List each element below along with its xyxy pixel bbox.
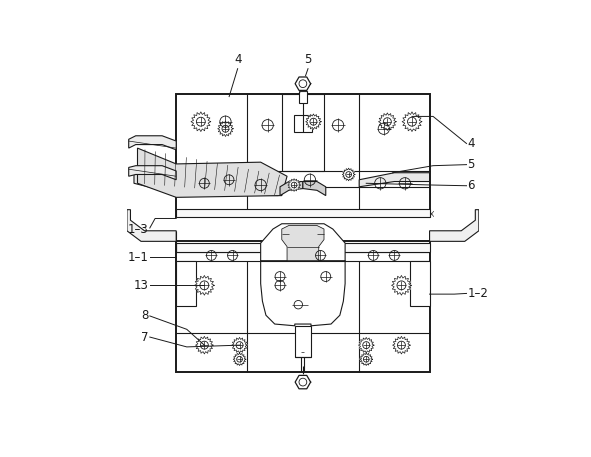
- Text: 1–2: 1–2: [467, 287, 488, 300]
- Bar: [282, 94, 324, 171]
- Text: 1–1: 1–1: [128, 251, 149, 264]
- Polygon shape: [217, 121, 233, 137]
- Polygon shape: [233, 353, 246, 366]
- Polygon shape: [359, 173, 430, 187]
- Text: 4: 4: [234, 53, 242, 66]
- Polygon shape: [232, 337, 247, 353]
- Polygon shape: [261, 224, 345, 260]
- Text: 6: 6: [467, 179, 475, 192]
- Polygon shape: [342, 168, 355, 181]
- Polygon shape: [288, 179, 300, 191]
- Bar: [295, 326, 311, 357]
- Polygon shape: [138, 148, 287, 197]
- Polygon shape: [379, 113, 396, 131]
- Text: 7: 7: [141, 330, 149, 344]
- Polygon shape: [282, 225, 324, 260]
- Polygon shape: [280, 181, 303, 196]
- Polygon shape: [295, 77, 311, 90]
- Polygon shape: [392, 336, 410, 354]
- Bar: [298, 91, 307, 103]
- Polygon shape: [430, 210, 479, 241]
- Circle shape: [299, 80, 307, 88]
- Polygon shape: [392, 276, 411, 295]
- Bar: [176, 243, 430, 252]
- Bar: [410, 260, 430, 307]
- Bar: [176, 241, 430, 372]
- Bar: [176, 209, 430, 217]
- Bar: [176, 94, 430, 217]
- Polygon shape: [129, 166, 176, 180]
- Polygon shape: [196, 336, 213, 354]
- Text: 5: 5: [467, 158, 475, 171]
- Polygon shape: [127, 210, 176, 241]
- Polygon shape: [359, 337, 374, 353]
- Polygon shape: [191, 112, 211, 132]
- Circle shape: [299, 378, 307, 386]
- Polygon shape: [306, 114, 321, 129]
- Text: 1–3: 1–3: [128, 223, 149, 235]
- Text: 5: 5: [304, 53, 312, 66]
- Polygon shape: [360, 353, 372, 366]
- Polygon shape: [129, 136, 176, 150]
- Polygon shape: [303, 181, 326, 196]
- Bar: [294, 115, 311, 132]
- Text: 4: 4: [467, 137, 475, 150]
- Polygon shape: [134, 171, 282, 196]
- Polygon shape: [402, 112, 422, 132]
- Bar: [176, 260, 196, 307]
- Text: 13: 13: [134, 279, 149, 292]
- Text: 8: 8: [141, 309, 149, 323]
- Polygon shape: [194, 276, 214, 295]
- Polygon shape: [295, 375, 311, 389]
